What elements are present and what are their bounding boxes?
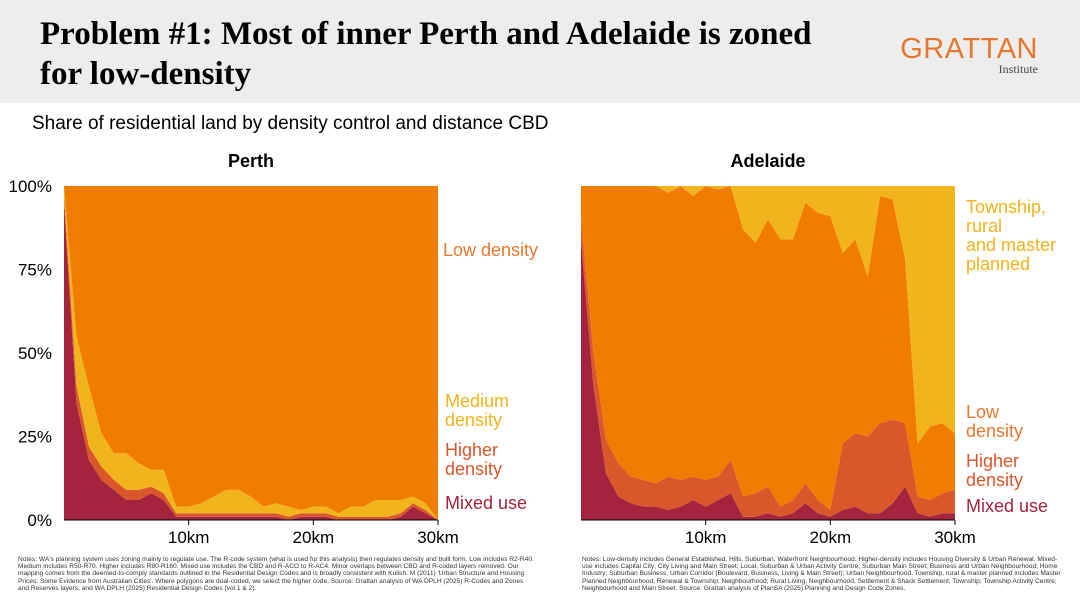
perth-label-higher-density: Higher density (445, 440, 502, 479)
perth-chart: Perth 100% 75% 50% 25% 0% 10km 20km 30km Low d… (9, 151, 539, 547)
adelaide-x-ticks: 10km 20km 30km (685, 520, 976, 547)
page-title: Problem #1: Most of inner Perth and Adel… (40, 16, 812, 92)
header-band: Problem #1: Most of inner Perth and Adel… (0, 0, 1080, 103)
y-tick-label: 100% (9, 177, 52, 196)
area-low-density (64, 186, 438, 520)
area-higher-density (581, 219, 955, 517)
x-tick-label: 20km (293, 528, 335, 547)
area-low-density (581, 186, 955, 510)
perth-x-ticks: 10km 20km 30km (168, 520, 459, 547)
adelaide-label-township: Township, rural and master planned (966, 197, 1056, 274)
x-tick-label: 20km (810, 528, 852, 547)
adelaide-label-higher-density: Higher density (966, 451, 1023, 490)
adelaide-areas (581, 186, 955, 520)
adelaide-series-labels: Township, rural and master planned Low densi… (966, 197, 1056, 516)
x-tick-label: 30km (934, 528, 976, 547)
perth-label-low-density: Low density (443, 240, 538, 260)
x-tick-label: 30km (417, 528, 459, 547)
y-tick-label: 25% (18, 428, 52, 447)
perth-title: Perth (228, 151, 274, 171)
x-tick-label: 10km (168, 528, 210, 547)
y-tick-label: 0% (27, 511, 52, 530)
adelaide-label-low-density: Low density (966, 402, 1023, 441)
perth-label-medium-density: Medium density (445, 391, 509, 430)
perth-areas (64, 186, 438, 520)
x-tick-label: 10km (685, 528, 727, 547)
adelaide-title: Adelaide (730, 151, 805, 171)
adelaide-label-mixed-use: Mixed use (966, 496, 1048, 516)
adelaide-chart: Adelaide 10km 20km 30km Township, rural and … (581, 151, 1056, 547)
y-tick-label: 50% (18, 344, 52, 363)
area-mixed-use (64, 202, 438, 520)
perth-series-labels: Low density Medium density Higher density … (443, 240, 538, 513)
adelaide-notes: Notes: Low-density includes General Esta… (582, 556, 1061, 592)
perth-y-ticks: 100% 75% 50% 25% 0% (9, 177, 52, 530)
grattan-logo: GRATTAN Institute (900, 34, 1038, 77)
area-township-rural-and-master-planned (581, 186, 955, 444)
y-tick-label: 75% (18, 261, 52, 280)
logo-subtitle: Institute (998, 62, 1038, 76)
perth-notes: Notes: WA's planning system uses zoning … (18, 556, 534, 592)
perth-label-mixed-use: Mixed use (445, 493, 527, 513)
logo-wordmark: GRATTAN (900, 33, 1038, 65)
chart-subtitle: Share of residential land by density con… (32, 113, 549, 134)
